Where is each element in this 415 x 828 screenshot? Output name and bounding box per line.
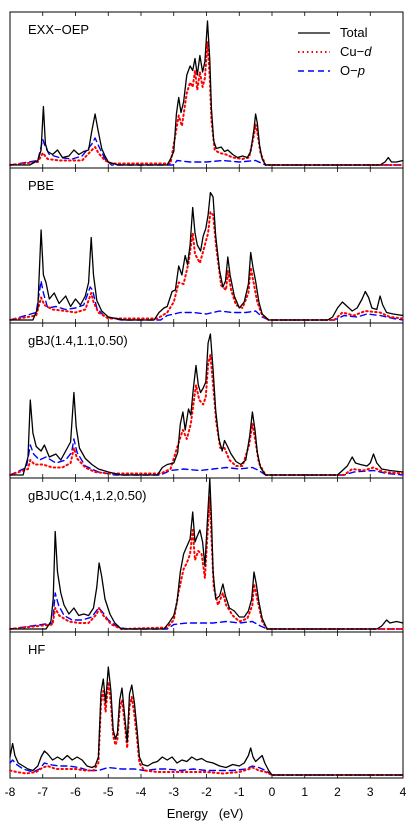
- x-axis-label: Energy (eV): [167, 806, 244, 821]
- legend-label-total: Total: [340, 25, 368, 40]
- x-tick-label: -4: [136, 785, 147, 799]
- x-tick-label: 4: [400, 785, 407, 799]
- series-line-o-p: [9, 592, 404, 630]
- panel-label: gBJ(1.4,1.1,0.50): [28, 333, 128, 348]
- x-tick-label: 3: [367, 785, 374, 799]
- series-line-o-p: [9, 759, 404, 776]
- x-axis: -8 -7 -6 -5 -4 -3 -2 -1 0 1 2 3 4: [5, 785, 407, 799]
- series-line-total: [9, 333, 404, 476]
- panel-label: gBJUC(1.4,1.2,0.50): [28, 488, 147, 503]
- x-tick-label: -8: [5, 785, 16, 799]
- x-tick-label: -5: [103, 785, 114, 799]
- panel-label: HF: [28, 642, 45, 657]
- legend-label-o-p: O−p: [340, 63, 365, 78]
- series-line-cu-d: [9, 496, 404, 630]
- series-line-total: [9, 478, 404, 630]
- legend: Total Cu−d O−p: [298, 25, 372, 78]
- legend-label-cu-d: Cu−d: [340, 44, 372, 59]
- x-tick-label: -2: [201, 785, 212, 799]
- series-line-o-p: [9, 280, 404, 321]
- x-tick-label: -6: [70, 785, 81, 799]
- x-tick-label: 1: [301, 785, 308, 799]
- x-tick-label: -3: [168, 785, 179, 799]
- panel-3: gBJ(1.4,1.1,0.50): [9, 322, 404, 479]
- x-tick-label: -1: [234, 785, 245, 799]
- x-tick-label: 2: [334, 785, 341, 799]
- panels-layer: EXX−OEP PBE gBJ(1.4,1.1,0.50) gBJUC(1.4,1.2…: [9, 11, 404, 779]
- panel-label: EXX−OEP: [28, 22, 89, 37]
- x-tick-label: -7: [37, 785, 48, 799]
- series-line-total: [9, 191, 404, 321]
- x-tick-label: 0: [269, 785, 276, 799]
- series-line-cu-d: [9, 681, 404, 776]
- panel-label: PBE: [28, 178, 54, 193]
- series-line-total: [9, 666, 404, 776]
- series-line-total: [9, 20, 404, 166]
- panel-5: HF: [9, 631, 404, 779]
